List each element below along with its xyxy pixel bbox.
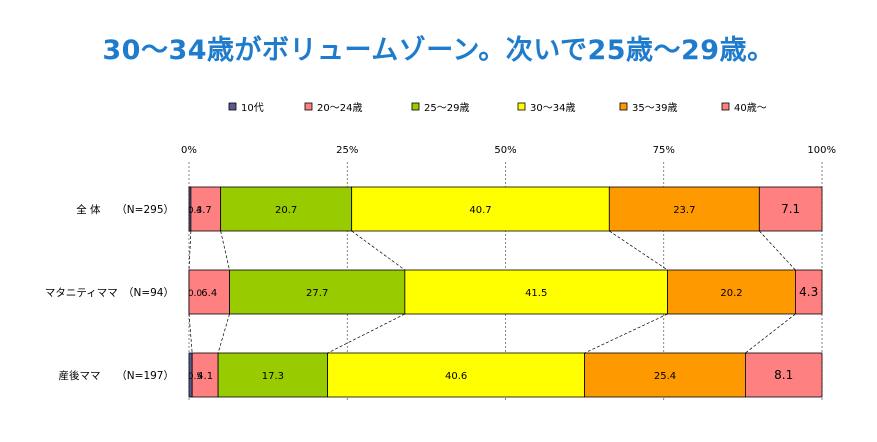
data-label-1-5: 4.3 bbox=[799, 285, 818, 299]
connector-line bbox=[759, 230, 796, 271]
legend-label-4: 35～39歳 bbox=[632, 102, 677, 114]
bars: 0.34.7 20.7 40.7 23.7 7.1 0.0 6.4 27.7 41.5 20.2 4… bbox=[188, 186, 823, 398]
x-tick-label: 0% bbox=[181, 145, 197, 156]
connector-line bbox=[584, 313, 668, 354]
data-label-2-4: 25.4 bbox=[654, 371, 676, 382]
legend-swatch-3 bbox=[517, 102, 526, 111]
connector-line bbox=[745, 313, 796, 354]
data-label-0-5: 7.1 bbox=[781, 202, 800, 216]
legend-label-0: 10代 bbox=[241, 102, 264, 114]
bar-segment-0-5 bbox=[758, 186, 823, 232]
data-label-0-4: 23.7 bbox=[673, 205, 695, 216]
data-label-1-0: 0.0 bbox=[188, 289, 203, 299]
legend-label-2: 25～29歳 bbox=[424, 102, 469, 114]
chart-title: 30～34歳がボリュームゾーン。次いで25歳～29歳。 bbox=[102, 35, 775, 66]
category-label-2: 産後ママ （N=197） bbox=[59, 369, 174, 382]
connector-line bbox=[220, 230, 230, 271]
bar-segment-2-1 bbox=[191, 352, 219, 398]
connector-line bbox=[188, 230, 192, 271]
x-tick-label: 100% bbox=[807, 145, 836, 156]
bar-segment-1-5 bbox=[795, 269, 823, 315]
category-labels: 全 体 （N=295） マタニティママ （N=94） 産後ママ （N=197） bbox=[45, 203, 174, 382]
data-label-2-5: 8.1 bbox=[774, 368, 793, 382]
legend-swatch-2 bbox=[411, 102, 420, 111]
legend-label-5: 40歳～ bbox=[734, 102, 767, 114]
category-label-0: 全 体 （N=295） bbox=[76, 203, 174, 216]
data-label-1-1: 6.4 bbox=[201, 288, 217, 299]
bar-segment-1-2 bbox=[229, 269, 406, 315]
x-tick-label: 75% bbox=[653, 145, 675, 156]
data-label-2-3: 40.6 bbox=[445, 371, 467, 382]
category-label-1: マタニティママ （N=94） bbox=[45, 287, 174, 299]
data-label-2-0: 0.5 bbox=[188, 372, 202, 382]
legend-swatch-0 bbox=[228, 102, 237, 111]
legend-swatch-5 bbox=[721, 102, 730, 111]
connector-lines bbox=[188, 230, 796, 354]
legend-label-3: 30～34歳 bbox=[530, 102, 575, 114]
data-label-1-3: 41.5 bbox=[525, 288, 547, 299]
data-label-1-4: 20.2 bbox=[720, 288, 742, 299]
data-label-2-2: 17.3 bbox=[262, 371, 284, 382]
connector-line bbox=[351, 230, 406, 271]
bar-segment-2-2 bbox=[217, 352, 329, 398]
connector-line bbox=[217, 313, 230, 354]
data-label-1-2: 27.7 bbox=[306, 288, 328, 299]
data-label-0-0: 0.3 bbox=[188, 206, 202, 216]
legend-swatch-4 bbox=[619, 102, 628, 111]
legend: 10代 20～24歳 25～29歳 30～34歳 35～39歳 40歳～ bbox=[228, 102, 767, 114]
bar-segment-0-4 bbox=[608, 186, 760, 232]
connector-line bbox=[609, 230, 668, 271]
legend-label-1: 20～24歳 bbox=[317, 102, 362, 114]
x-tick-label: 50% bbox=[494, 145, 516, 156]
legend-swatch-1 bbox=[304, 102, 313, 111]
data-label-0-1: 4.7 bbox=[196, 205, 212, 216]
bar-segment-1-1 bbox=[188, 269, 230, 315]
data-label-0-2: 20.7 bbox=[275, 205, 297, 216]
bar-segment-0-1 bbox=[190, 186, 222, 232]
bar-segment-1-4 bbox=[667, 269, 796, 315]
connector-line bbox=[188, 313, 193, 354]
connector-line bbox=[327, 313, 406, 354]
bar-segment-2-5 bbox=[745, 352, 823, 398]
x-axis-ticks: 0% 25% 50% 75% 100% bbox=[181, 145, 836, 156]
bar-segment-0-2 bbox=[220, 186, 353, 232]
x-tick-label: 25% bbox=[336, 145, 358, 156]
bar-segment-0-3 bbox=[351, 186, 610, 232]
data-label-2-1: 4.1 bbox=[197, 371, 213, 382]
data-label-0-3: 40.7 bbox=[469, 205, 491, 216]
